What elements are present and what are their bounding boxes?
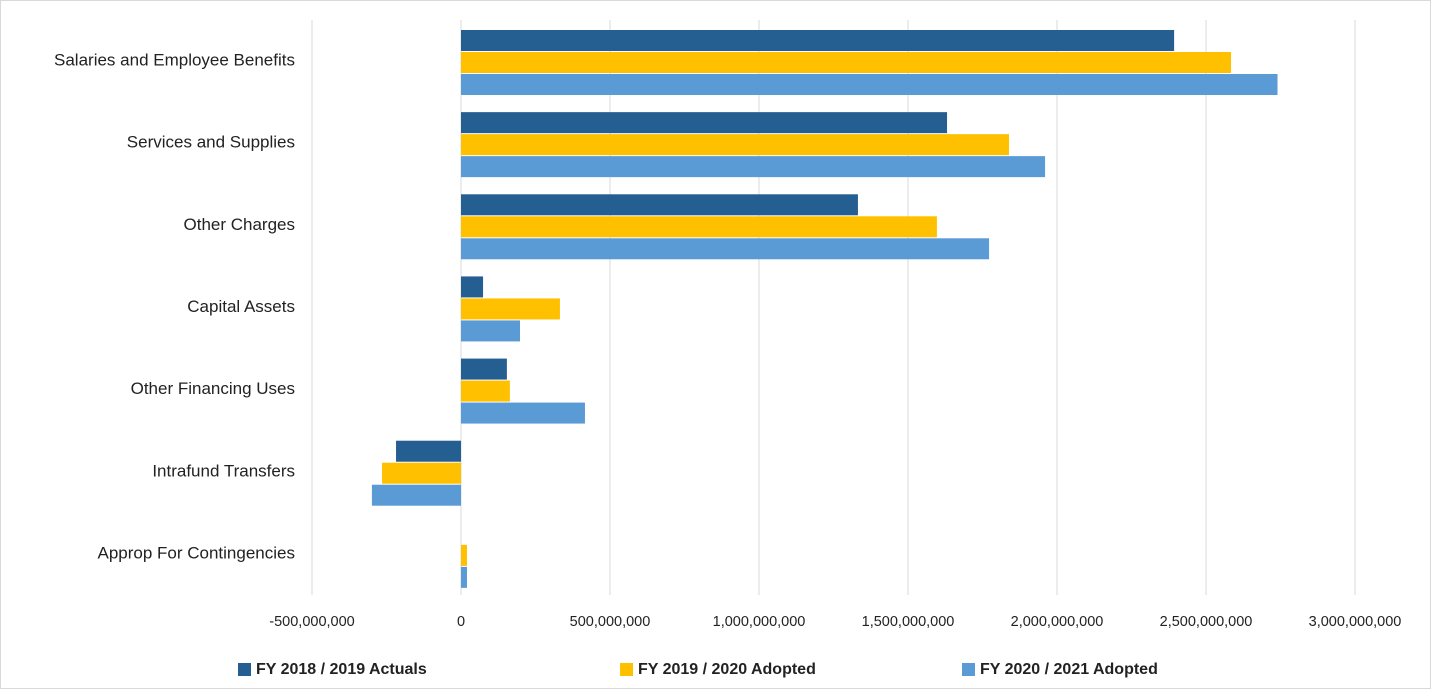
bar (461, 112, 948, 134)
legend-swatch (962, 663, 975, 676)
x-tick-label: 1,500,000,000 (862, 614, 955, 630)
y-tick-label: Services and Supplies (127, 133, 295, 152)
bar (461, 238, 990, 260)
y-tick-label: Approp For Contingencies (97, 543, 295, 562)
y-tick-label: Other Financing Uses (131, 379, 295, 398)
legend-swatch (620, 663, 633, 676)
bar (461, 380, 510, 402)
bar (461, 298, 560, 320)
bar (461, 544, 467, 566)
legend-label: FY 2018 / 2019 Actuals (256, 661, 427, 678)
x-tick-label: 500,000,000 (570, 614, 651, 630)
bar (461, 156, 1046, 178)
legend-swatch (238, 663, 251, 676)
x-tick-label: 1,000,000,000 (713, 614, 806, 630)
bar (461, 194, 858, 216)
bar (461, 320, 521, 342)
bar (461, 276, 484, 298)
x-tick-label: 2,000,000,000 (1011, 614, 1104, 630)
bar (461, 30, 1175, 51)
y-tick-label: Salaries and Employee Benefits (54, 51, 295, 70)
y-tick-label: Other Charges (184, 215, 296, 234)
bar (382, 462, 461, 484)
bar (371, 484, 461, 506)
bar (461, 134, 1010, 156)
x-tick-label: 3,000,000,000 (1309, 614, 1402, 630)
y-tick-label: Capital Assets (187, 297, 295, 316)
bar (461, 358, 507, 380)
bar (461, 566, 467, 588)
x-tick-label: -500,000,000 (269, 614, 354, 630)
x-tick-label: 2,500,000,000 (1160, 614, 1253, 630)
x-tick-label: 0 (457, 614, 465, 630)
bar (461, 74, 1278, 95)
legend-label: FY 2020 / 2021 Adopted (980, 661, 1158, 678)
bar (396, 440, 461, 462)
bar (461, 216, 937, 238)
y-tick-label: Intrafund Transfers (152, 461, 295, 480)
legend-label: FY 2019 / 2020 Adopted (638, 661, 816, 678)
bar (461, 402, 585, 424)
bar (461, 52, 1232, 73)
